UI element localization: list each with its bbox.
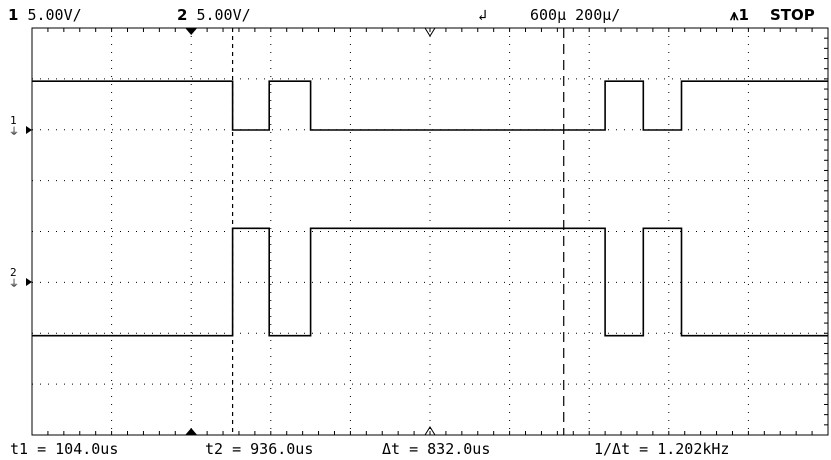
trigger-source: 1	[738, 6, 749, 24]
ch2-marker-label: 2	[10, 266, 17, 279]
trigger-position-marker-bottom-icon	[185, 428, 198, 435]
timebase-readout[interactable]: 600µ 200µ/	[530, 6, 621, 24]
t1-readout: t1 = 104.0us	[10, 440, 119, 458]
traces	[32, 80, 828, 337]
run-state[interactable]: STOP	[770, 6, 815, 24]
trigger-position-marker-icon	[185, 28, 198, 35]
ch1-trace	[32, 80, 828, 131]
markers: 1⏚2⏚	[9, 27, 436, 436]
delta-t-readout: Δt = 832.0us	[382, 440, 491, 458]
ch2-scale[interactable]: 5.00V/	[196, 6, 251, 24]
ground-symbol-icon: ⏚	[9, 126, 19, 138]
ch1-marker-label: 1	[10, 114, 17, 127]
measurement-bar: t1 = 104.0us t2 = 936.0us Δt = 832.0us 1…	[0, 440, 831, 460]
graticule-frame	[31, 27, 829, 436]
ch2-ground-marker-icon[interactable]	[26, 278, 32, 286]
graticule	[31, 27, 829, 436]
t2-readout: t2 = 936.0us	[205, 440, 314, 458]
ch2-number: 2	[177, 6, 188, 24]
delay-marker-icon	[424, 27, 436, 37]
trigger-source-icon: ⩚	[730, 6, 739, 24]
cursors	[231, 28, 565, 435]
status-bar: 1 5.00V/ 2 5.00V/ ↲ 600µ 200µ/ ⩚1 STOP	[0, 2, 831, 26]
ch2-trace	[32, 227, 828, 337]
ground-symbol-icon: ⏚	[9, 278, 19, 290]
ch1-ground-marker-icon[interactable]	[26, 126, 32, 134]
inv-delta-t-readout: 1/Δt = 1.202kHz	[594, 440, 730, 458]
ch1-scale[interactable]: 5.00V/	[27, 6, 82, 24]
ch1-number: 1	[8, 6, 19, 24]
trigger-edge-icon: ↲	[478, 6, 488, 24]
delay-marker-bottom-icon	[424, 426, 436, 436]
